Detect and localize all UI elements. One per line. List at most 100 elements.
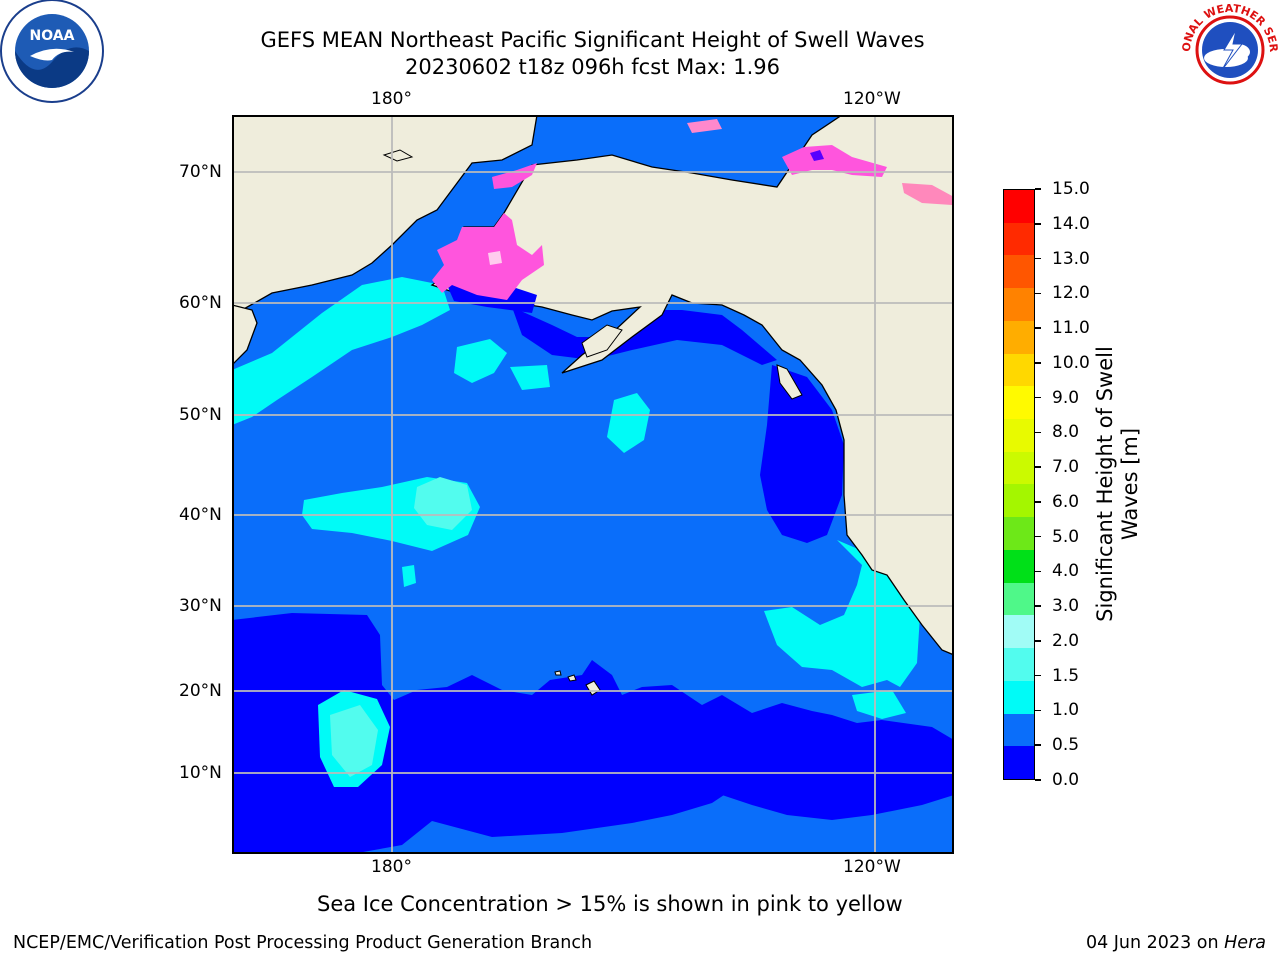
swell-patch-southeast-lower: [852, 690, 906, 719]
footer-host: Hera: [1224, 933, 1266, 953]
colorbar-tick-mark: [1035, 257, 1041, 260]
colorbar-tick-label: 6.0: [1052, 491, 1080, 512]
ocean-low-alaska: [512, 307, 777, 365]
colorbar-tick-label: 2.0: [1052, 630, 1080, 651]
colorbar-tick-label: 4.0: [1052, 561, 1080, 582]
footer-branch: NCEP/EMC/Verification Post Processing Pr…: [13, 933, 593, 953]
lon-label-bottom-180: 180°: [371, 857, 412, 877]
colorbar-segment: [1004, 713, 1034, 747]
colorbar-tick-mark: [1035, 327, 1041, 329]
colorbar-tick-mark: [1035, 744, 1041, 746]
colorbar-tick-mark: [1035, 605, 1041, 607]
colorbar-tick-label: 0.5: [1052, 735, 1080, 756]
noaa-logo-text: NOAA: [30, 28, 75, 44]
lat-label-70n: 70°N: [179, 162, 222, 182]
sea-ice-bering: [432, 213, 544, 300]
colorbar-segment: [1004, 386, 1034, 420]
colorbar-segment: [1004, 255, 1034, 289]
colorbar-label: Significant Height of Swell Waves [m]: [1093, 294, 1145, 674]
colorbar-tick-label: 3.0: [1052, 596, 1080, 617]
land-kamchatka: [232, 304, 258, 366]
colorbar-label-line1: Significant Height of Swell: [1093, 346, 1117, 622]
colorbar-segment: [1004, 419, 1034, 452]
chart-title: GEFS MEAN Northeast Pacific Significant …: [260, 28, 925, 52]
colorbar-segment: [1004, 648, 1034, 681]
colorbar-segment: [1004, 549, 1034, 583]
national-weather-service-logo: NATIONAL WEATHER SERVICE: [1173, 0, 1280, 100]
noaa-logo: NOAA: [0, 0, 104, 104]
colorbar-segment: [1004, 190, 1034, 223]
colorbar-tick-mark: [1035, 570, 1041, 573]
colorbar-tick-label: 0.0: [1052, 770, 1080, 790]
ocean-low-band-east: [722, 720, 954, 820]
ocean-low-coast: [760, 365, 844, 543]
colorbar-tick-mark: [1035, 466, 1041, 468]
colorbar-tick-label: 1.0: [1052, 700, 1080, 721]
lat-label-40n: 40°N: [179, 505, 222, 525]
sea-ice-core-2: [488, 251, 502, 265]
sea-ice-chukchi: [492, 163, 537, 189]
map-border: [232, 115, 954, 854]
colorbar-tick-mark: [1035, 362, 1041, 364]
colorbar-tick-mark: [1035, 535, 1041, 538]
swell-patch-high-sw: [330, 705, 378, 777]
colorbar-segment: [1004, 746, 1034, 779]
land-hawaii-2: [567, 674, 577, 682]
colorbar-segment: [1004, 582, 1034, 616]
lat-label-50n: 50°N: [179, 405, 222, 425]
chart-subtitle: 20230602 t18z 096h fcst Max: 1.96: [405, 55, 780, 79]
colorbar-tick-label: 15.0: [1052, 179, 1090, 199]
colorbar-segment: [1004, 320, 1034, 354]
swell-patch-midlat-small: [402, 565, 416, 587]
colorbar-tick-label: 11.0: [1052, 318, 1090, 339]
colorbar-tick-label: 8.0: [1052, 422, 1080, 443]
ocean-low-band-south: [232, 613, 892, 854]
map-grid: [232, 115, 954, 854]
colorbar-tick-label: 14.0: [1052, 213, 1090, 234]
swell-patch-gulf: [454, 339, 507, 383]
colorbar-tick-mark: [1035, 223, 1041, 225]
colorbar-tick-mark: [1035, 779, 1041, 781]
lat-label-20n: 20°N: [179, 681, 222, 701]
colorbar-segment: [1004, 484, 1034, 518]
colorbar-tick-label: 9.0: [1052, 387, 1080, 408]
colorbar-segment: [1004, 288, 1034, 321]
colorbar-tick-mark: [1035, 640, 1041, 642]
colorbar-tick-label: 10.0: [1052, 352, 1090, 373]
footer-date-text: 04 Jun 2023 on: [1085, 933, 1225, 953]
land-island-kodiak: [581, 324, 623, 358]
swell-patch-southeast: [764, 540, 920, 687]
colorbar-tick-mark: [1035, 188, 1041, 190]
swell-patch-east: [607, 393, 650, 453]
colorbar-tick-mark: [1035, 709, 1041, 712]
sea-ice-note: Sea Ice Concentration > 15% is shown in …: [317, 892, 903, 916]
sea-ice-beaufort: [782, 145, 887, 177]
colorbar-segment: [1004, 451, 1034, 485]
colorbar-tick-label: 1.5: [1052, 665, 1080, 686]
colorbar: [1003, 189, 1035, 780]
land-north-america: [430, 115, 954, 656]
swell-patch-gulf-south: [510, 365, 550, 390]
colorbar-label-line2: Waves [m]: [1118, 427, 1142, 541]
lon-label-bottom-120w: 120°W: [843, 857, 901, 877]
colorbar-tick-label: 13.0: [1052, 248, 1090, 269]
lon-label-top-120w: 120°W: [843, 89, 901, 109]
colorbar-segment: [1004, 222, 1034, 256]
footer-date: 04 Jun 2023 on Hera: [1086, 932, 1266, 954]
colorbar-ticks: 15.0 14.0 13.0 12.0 11.0 10.0 9.0 8.0 7.0 6.0 5.0 4…: [1035, 179, 1095, 790]
colorbar-segment: [1004, 353, 1034, 387]
lat-label-10n: 10°N: [179, 763, 222, 783]
colorbar-tick-label: 5.0: [1052, 526, 1080, 547]
colorbar-tick-label: 7.0: [1052, 457, 1080, 478]
colorbar-segment: [1004, 517, 1034, 550]
colorbar-tick-mark: [1035, 431, 1041, 434]
colorbar-tick-mark: [1035, 396, 1041, 399]
colorbar-tick-mark: [1035, 501, 1041, 503]
lat-label-30n: 30°N: [179, 596, 222, 616]
sea-ice-arctic-east: [902, 183, 954, 205]
lat-label-60n: 60°N: [179, 293, 222, 313]
swell-height-map: [232, 115, 954, 854]
sea-ice-core: [810, 150, 824, 161]
colorbar-tick-mark: [1035, 292, 1041, 295]
lon-label-top-180: 180°: [371, 89, 412, 109]
